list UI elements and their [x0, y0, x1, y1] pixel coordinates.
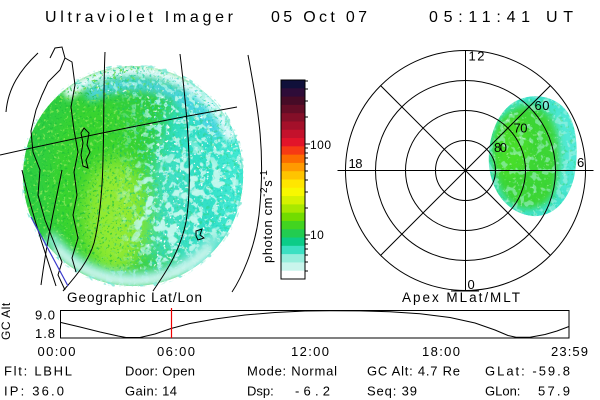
- svg-text:GLon:: GLon:: [485, 384, 520, 399]
- svg-text:100: 100: [310, 138, 332, 152]
- svg-text:Door: Open: Door: Open: [125, 364, 195, 379]
- svg-text:05:11:41 UT: 05:11:41 UT: [429, 9, 573, 26]
- svg-text:10: 10: [310, 228, 324, 242]
- svg-text:Seq: 39: Seq: 39: [367, 384, 417, 399]
- svg-text:Gain: 14: Gain: 14: [125, 384, 177, 399]
- svg-text:photon cm-2s-1: photon cm-2s-1: [259, 170, 275, 263]
- svg-text:60: 60: [535, 98, 550, 113]
- svg-text:-6.2: -6.2: [295, 384, 330, 399]
- svg-text:57.9: 57.9: [538, 384, 570, 399]
- svg-text:GC Alt: 4.7 Re: GC Alt: 4.7 Re: [367, 364, 460, 379]
- svg-text:18:00: 18:00: [422, 344, 460, 359]
- svg-text:9.0: 9.0: [35, 308, 55, 323]
- svg-text:12:00: 12:00: [291, 344, 329, 359]
- svg-text:06:00: 06:00: [157, 344, 195, 359]
- svg-text:70: 70: [514, 121, 528, 136]
- svg-text:GC Alt: GC Alt: [0, 302, 13, 340]
- svg-text:00:00: 00:00: [38, 344, 76, 359]
- svg-text:23:59: 23:59: [551, 344, 588, 359]
- svg-text:IP: 36.0: IP: 36.0: [4, 384, 64, 399]
- svg-text:Geographic Lat/Lon: Geographic Lat/Lon: [67, 290, 202, 305]
- svg-text:12: 12: [469, 49, 485, 64]
- svg-text:Ultraviolet Imager: Ultraviolet Imager: [45, 9, 234, 26]
- svg-text:Dsp:: Dsp:: [247, 384, 274, 399]
- svg-text:Mode: Normal: Mode: Normal: [247, 364, 337, 379]
- svg-text:80: 80: [494, 140, 507, 155]
- svg-text:05 Oct 07: 05 Oct 07: [271, 9, 367, 26]
- svg-text:Apex MLat/MLT: Apex MLat/MLT: [402, 290, 520, 305]
- svg-text:Flt: LBHL: Flt: LBHL: [4, 364, 72, 379]
- svg-text:18: 18: [349, 156, 363, 171]
- svg-text:GLat: -59.8: GLat: -59.8: [485, 364, 570, 379]
- svg-text:0: 0: [468, 277, 475, 292]
- svg-text:1.8: 1.8: [35, 326, 55, 341]
- svg-text:6: 6: [577, 155, 584, 170]
